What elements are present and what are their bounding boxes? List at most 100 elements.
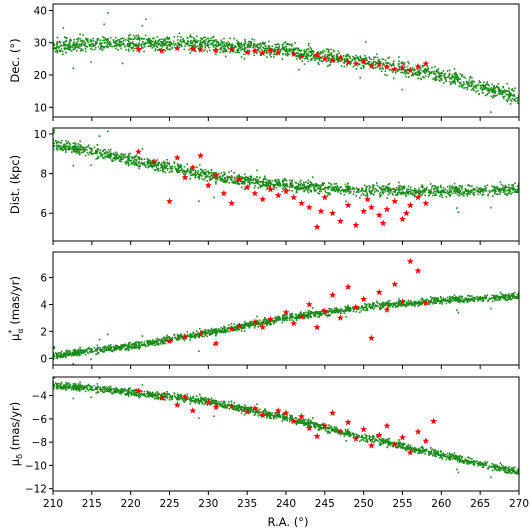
data-point bbox=[294, 48, 296, 51]
data-point bbox=[303, 313, 305, 315]
data-point bbox=[258, 47, 261, 49]
data-point bbox=[486, 89, 489, 92]
data-point bbox=[231, 181, 233, 183]
data-point bbox=[450, 77, 453, 79]
data-point bbox=[140, 43, 143, 46]
data-point bbox=[114, 151, 117, 153]
data-point bbox=[129, 38, 131, 40]
data-point bbox=[207, 330, 210, 332]
data-point bbox=[84, 41, 86, 44]
data-point bbox=[458, 85, 461, 88]
y-tick-label: 20 bbox=[34, 70, 47, 82]
data-point bbox=[132, 160, 135, 162]
data-point bbox=[368, 303, 370, 305]
data-point bbox=[473, 89, 475, 91]
data-point bbox=[357, 189, 359, 192]
data-point bbox=[188, 44, 191, 47]
data-point bbox=[93, 48, 96, 51]
data-point bbox=[100, 45, 103, 48]
data-point bbox=[243, 182, 246, 185]
data-point bbox=[504, 184, 507, 187]
red-stars bbox=[135, 44, 430, 74]
data-point bbox=[183, 165, 186, 168]
star-marker bbox=[352, 221, 360, 229]
data-point bbox=[357, 58, 359, 60]
data-point bbox=[250, 44, 252, 47]
data-point bbox=[472, 87, 474, 89]
data-point bbox=[177, 165, 179, 168]
data-point bbox=[63, 42, 66, 45]
data-point bbox=[486, 93, 488, 96]
data-point bbox=[242, 182, 245, 184]
data-point bbox=[265, 179, 268, 181]
data-point bbox=[273, 51, 276, 54]
data-point bbox=[214, 330, 216, 333]
data-point bbox=[83, 44, 86, 47]
data-point bbox=[163, 42, 166, 45]
data-point bbox=[417, 305, 419, 307]
star-marker bbox=[282, 187, 290, 195]
data-point bbox=[309, 184, 311, 186]
data-point bbox=[414, 69, 416, 72]
data-point bbox=[189, 40, 192, 43]
data-point bbox=[104, 149, 106, 151]
star-marker bbox=[391, 65, 399, 73]
data-point bbox=[413, 302, 416, 305]
data-point bbox=[113, 157, 116, 160]
data-point bbox=[167, 38, 169, 41]
data-point bbox=[242, 177, 245, 179]
data-point bbox=[269, 182, 271, 185]
data-point bbox=[330, 188, 333, 191]
data-point bbox=[409, 301, 412, 303]
data-point bbox=[494, 189, 496, 192]
data-point bbox=[378, 59, 380, 61]
data-point bbox=[194, 177, 197, 179]
data-point bbox=[463, 87, 465, 89]
data-point bbox=[340, 192, 342, 195]
data-point bbox=[339, 186, 341, 189]
data-point bbox=[507, 294, 510, 297]
data-point bbox=[53, 354, 55, 356]
data-point bbox=[456, 76, 458, 78]
star-marker bbox=[220, 189, 228, 197]
data-point bbox=[419, 77, 422, 80]
data-point bbox=[103, 46, 106, 48]
data-point bbox=[137, 162, 140, 164]
data-point bbox=[501, 93, 503, 95]
data-point bbox=[59, 45, 62, 47]
data-point bbox=[98, 135, 101, 137]
data-point bbox=[313, 188, 315, 191]
data-point bbox=[348, 55, 350, 57]
data-point bbox=[76, 152, 78, 154]
data-point bbox=[398, 187, 400, 189]
data-point bbox=[431, 66, 433, 69]
data-point bbox=[133, 164, 136, 166]
data-point bbox=[94, 152, 97, 154]
data-point bbox=[393, 60, 395, 62]
data-point bbox=[92, 40, 95, 42]
data-point bbox=[144, 43, 147, 46]
data-point bbox=[340, 55, 343, 58]
data-point bbox=[386, 187, 388, 190]
data-point bbox=[309, 313, 312, 316]
data-point bbox=[76, 354, 78, 357]
data-point bbox=[421, 185, 424, 188]
data-point bbox=[101, 49, 104, 51]
data-point bbox=[516, 185, 519, 188]
data-point bbox=[468, 79, 471, 81]
data-point bbox=[454, 297, 457, 300]
data-point bbox=[128, 343, 130, 345]
data-point bbox=[346, 54, 349, 57]
data-point bbox=[502, 189, 504, 191]
data-point bbox=[289, 50, 292, 53]
data-point bbox=[509, 103, 512, 105]
data-point bbox=[503, 190, 506, 193]
data-point bbox=[97, 155, 99, 158]
data-point bbox=[237, 41, 240, 43]
data-point bbox=[95, 158, 97, 160]
data-point bbox=[265, 184, 267, 187]
data-point bbox=[345, 186, 348, 188]
data-point bbox=[262, 41, 264, 44]
data-point bbox=[328, 57, 331, 59]
data-point bbox=[328, 49, 330, 51]
